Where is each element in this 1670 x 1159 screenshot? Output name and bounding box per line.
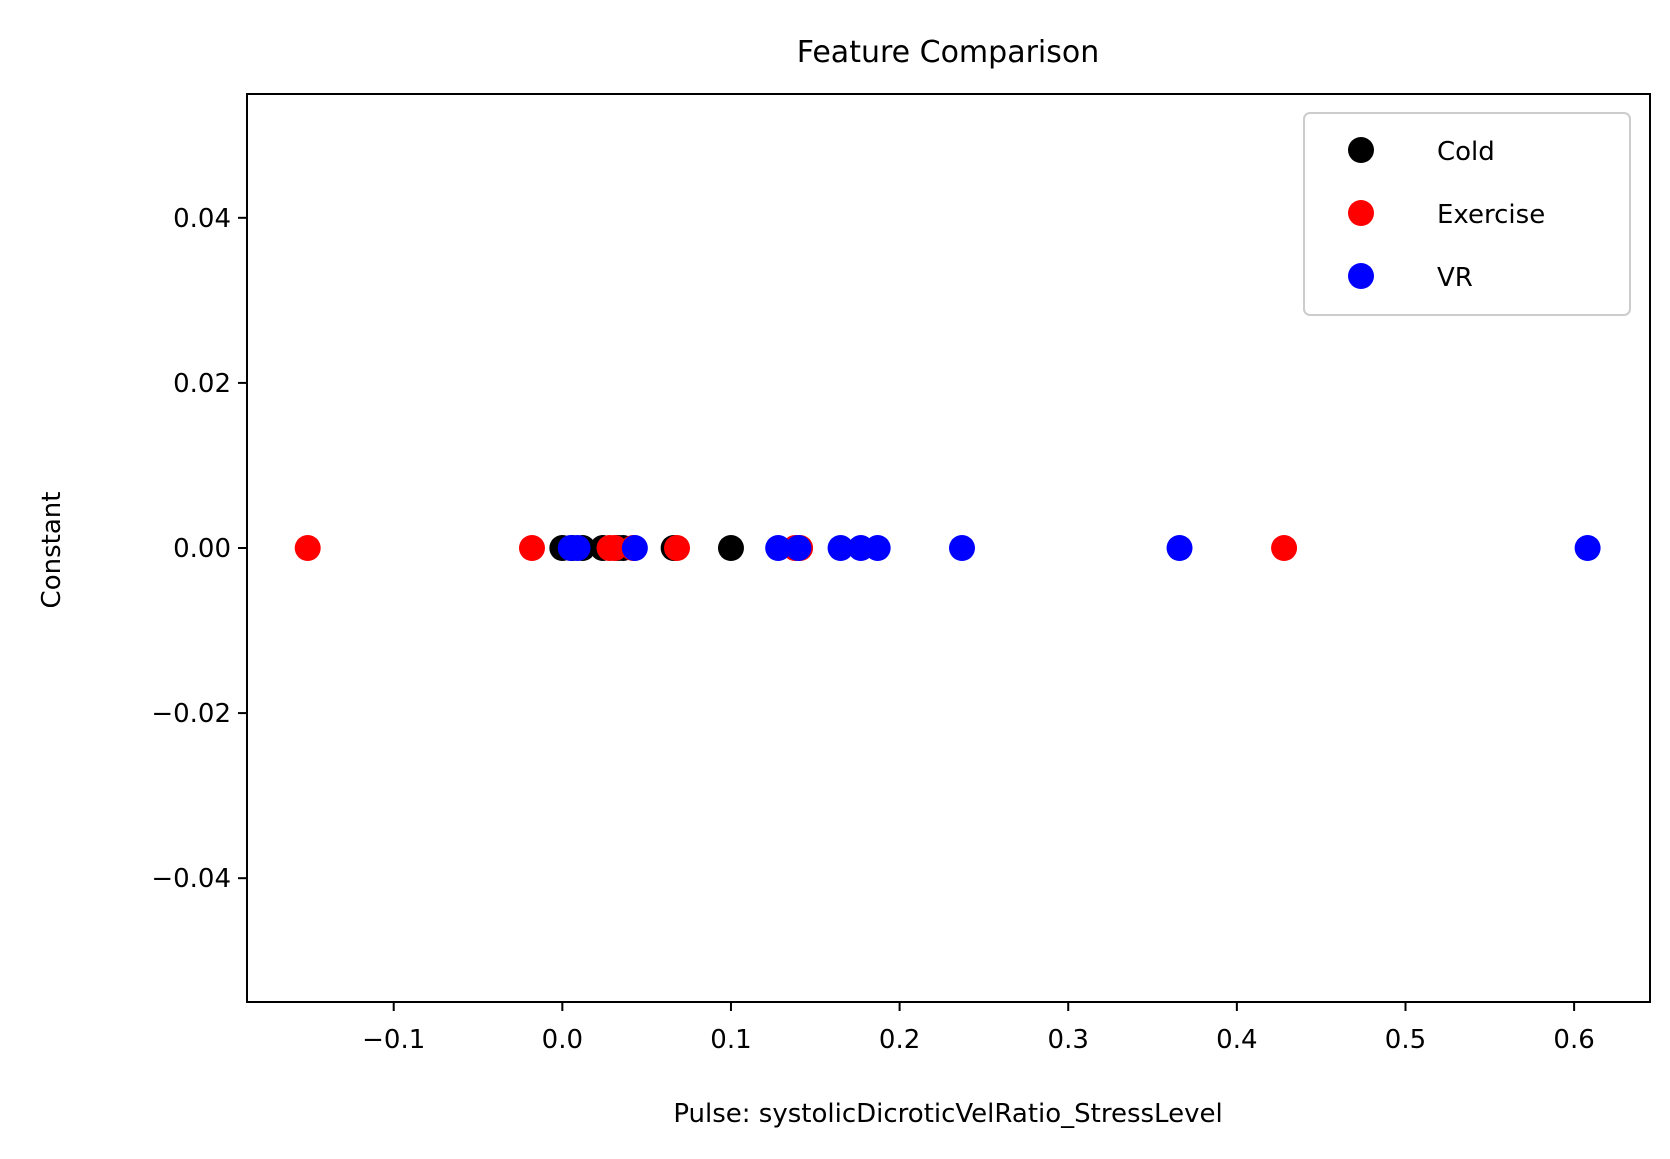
x-tick-label: 0.1 [710,1025,751,1055]
x-tick-label: 0.4 [1216,1025,1257,1055]
cold-point [717,535,744,561]
x-tick-label: 0.6 [1553,1025,1594,1055]
legend-label-exercise: Exercise [1437,200,1545,230]
exercise-point [518,535,545,561]
y-tick-label: 0.02 [173,369,231,399]
vr-point [1166,535,1193,561]
exercise-point [664,535,691,561]
exercise-point [294,535,321,561]
x-tick-label: 0.3 [1048,1025,1089,1055]
legend-label-cold: Cold [1437,137,1495,167]
y-axis-label: Constant [37,492,67,609]
chart-title: Feature Comparison [797,35,1100,70]
vr-point [864,535,891,561]
x-tick-label: 0.5 [1385,1025,1426,1055]
y-tick-label: 0.00 [173,534,231,564]
x-axis-label: Pulse: systolicDicroticVelRatio_StressLe… [673,1099,1222,1129]
vr-point [765,535,792,561]
y-tick-label: 0.04 [173,204,231,234]
exercise-point [601,535,628,561]
vr-point [948,535,975,561]
legend: Cold Exercise VR [1303,112,1631,316]
vr-point [785,535,812,561]
vr-point [827,535,854,561]
data-points [294,535,1601,561]
vr-point [564,535,591,561]
vr-point [621,535,648,561]
y-tick-label: −0.04 [151,864,231,894]
x-axis-ticks: −0.1 0.0 0.1 0.2 0.3 0.4 0.5 0.6 [362,1002,1595,1055]
legend-marker-vr [1348,263,1374,289]
legend-label-vr: VR [1437,263,1473,293]
exercise-point [1271,535,1298,561]
x-tick-label: 0.0 [542,1025,583,1055]
x-tick-label: −0.1 [362,1025,425,1055]
legend-box [1303,112,1631,316]
legend-marker-cold [1348,137,1374,163]
y-axis-ticks: 0.04 0.02 0.00 −0.02 −0.04 [151,204,247,894]
vr-point [1574,535,1601,561]
legend-marker-exercise [1348,200,1374,226]
plot-area-frame [246,93,1651,1003]
x-tick-label: 0.2 [879,1025,920,1055]
y-tick-label: −0.02 [151,699,231,729]
